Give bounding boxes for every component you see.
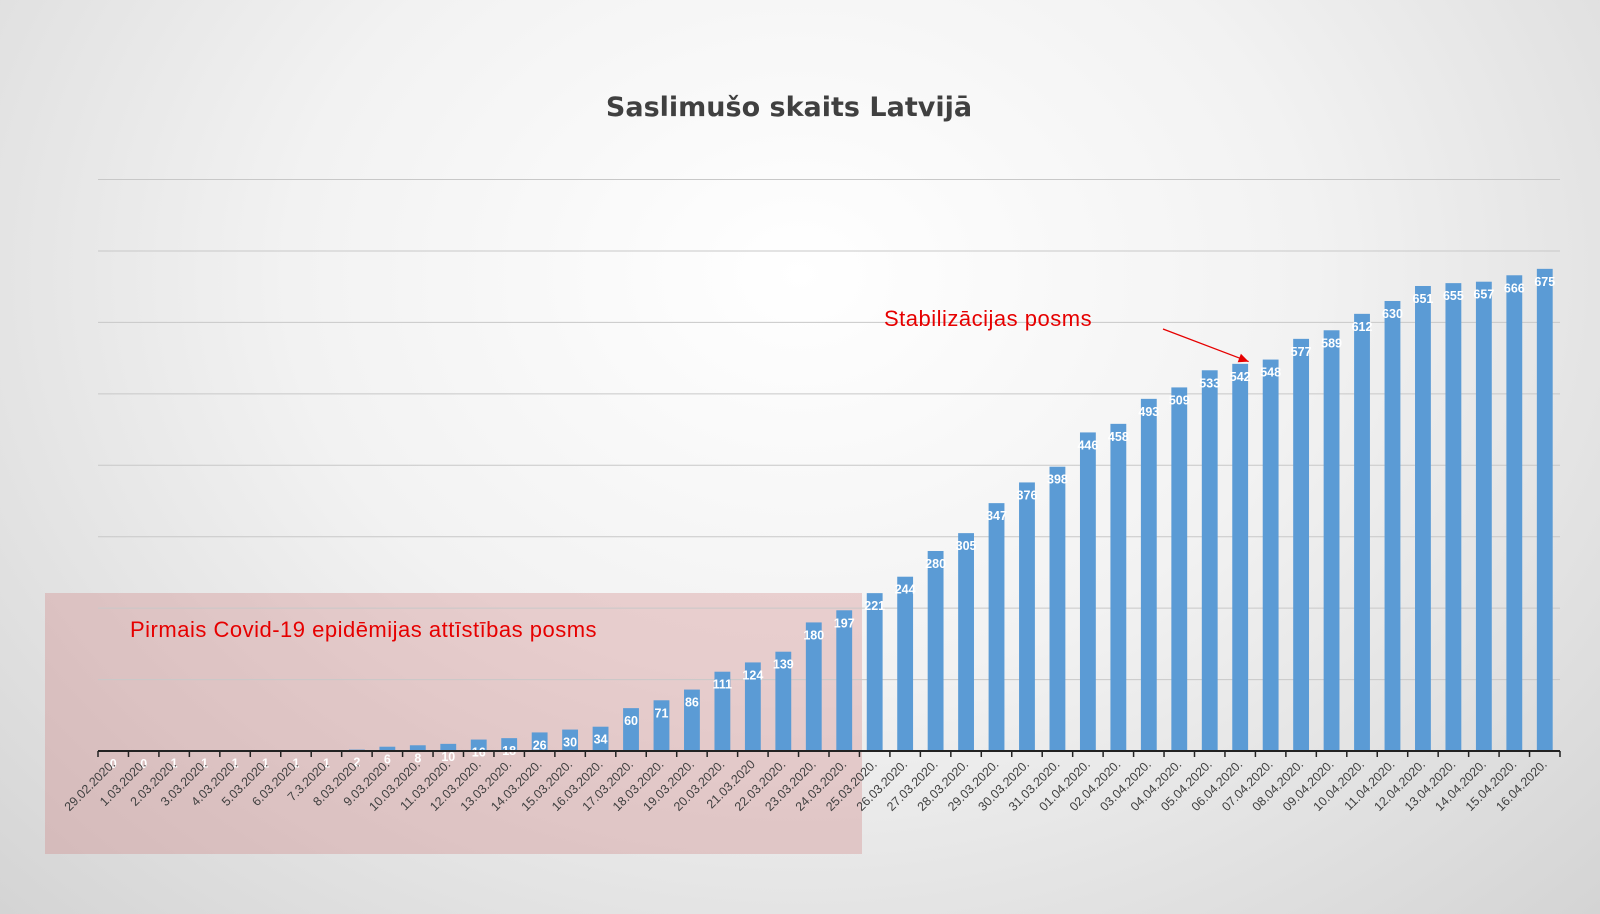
bar xyxy=(1232,363,1249,751)
bar xyxy=(440,743,457,751)
data-label: 244 xyxy=(895,583,916,597)
bar xyxy=(379,746,396,751)
stabilization-label: Stabilizācijas posms xyxy=(884,306,1093,331)
bar xyxy=(1506,275,1523,751)
annotation-arrow xyxy=(1162,328,1249,363)
data-label: 1 xyxy=(232,756,239,770)
bar xyxy=(1536,268,1553,751)
data-label: 16 xyxy=(472,746,486,760)
bar xyxy=(1354,313,1370,751)
bar xyxy=(988,503,1005,751)
data-label: 493 xyxy=(1138,405,1159,419)
bar xyxy=(653,700,670,751)
bar xyxy=(897,576,914,751)
bar xyxy=(501,738,518,751)
data-label: 26 xyxy=(533,738,547,752)
first-phase-label: Pirmais Covid-19 epidēmijas attīstības p… xyxy=(130,617,598,642)
data-label: 0 xyxy=(110,757,117,771)
data-label: 612 xyxy=(1352,320,1373,334)
data-label: 1 xyxy=(262,756,269,770)
data-label: 10 xyxy=(441,750,455,764)
data-label: 8 xyxy=(414,751,421,765)
data-label: 1 xyxy=(201,756,208,770)
data-label: 675 xyxy=(1534,275,1555,289)
data-label: 34 xyxy=(594,733,608,747)
bar xyxy=(1262,359,1279,751)
data-label: 589 xyxy=(1321,336,1342,350)
bar xyxy=(775,651,792,751)
bar xyxy=(562,729,579,751)
bar xyxy=(470,739,487,751)
data-label: 0 xyxy=(140,757,147,771)
data-label: 1 xyxy=(293,756,300,770)
bar xyxy=(531,732,548,751)
bar xyxy=(836,610,853,751)
data-label: 30 xyxy=(563,736,577,750)
bar xyxy=(866,593,883,751)
bar xyxy=(1293,338,1310,751)
data-label: 577 xyxy=(1291,345,1312,359)
bar xyxy=(1323,330,1340,751)
bar xyxy=(1110,423,1127,751)
data-label: 6 xyxy=(384,753,391,767)
bar xyxy=(1019,482,1035,751)
data-label: 111 xyxy=(713,678,733,692)
bar xyxy=(1475,281,1492,751)
data-label: 458 xyxy=(1108,430,1129,444)
chart-title: Saslimušo skaits Latvijā xyxy=(605,92,973,123)
data-label: 71 xyxy=(655,706,669,720)
data-label: 666 xyxy=(1504,281,1525,295)
data-label: 280 xyxy=(925,557,946,571)
bar xyxy=(1384,300,1401,751)
bar xyxy=(1201,370,1218,751)
bar xyxy=(714,671,731,751)
data-label: 2 xyxy=(353,756,360,770)
data-label: 305 xyxy=(956,539,977,553)
data-label: 1 xyxy=(323,756,330,770)
data-label: 347 xyxy=(986,509,1007,523)
data-label: 509 xyxy=(1169,393,1190,407)
data-label: 657 xyxy=(1473,288,1494,302)
data-label: 221 xyxy=(864,599,885,613)
data-label: 180 xyxy=(803,628,824,642)
data-label: 197 xyxy=(834,616,855,630)
annotation-arrowhead xyxy=(1237,353,1249,363)
bar xyxy=(805,622,822,751)
data-label: 139 xyxy=(773,658,794,672)
bar xyxy=(409,745,426,751)
data-label: 398 xyxy=(1047,473,1068,487)
data-label: 542 xyxy=(1230,370,1251,384)
data-label: 630 xyxy=(1382,307,1403,321)
bar xyxy=(1049,466,1066,751)
data-label: 86 xyxy=(685,696,699,710)
bar xyxy=(1140,398,1157,751)
bar xyxy=(623,708,639,751)
data-label: 1 xyxy=(171,756,178,770)
data-label: 60 xyxy=(624,714,638,728)
data-label: 124 xyxy=(742,668,763,682)
bar xyxy=(684,689,700,751)
data-label: 655 xyxy=(1443,289,1464,303)
data-label: 446 xyxy=(1077,438,1098,452)
bar xyxy=(592,726,609,751)
data-label: 533 xyxy=(1199,376,1220,390)
bar xyxy=(744,662,761,751)
data-label: 651 xyxy=(1413,292,1434,306)
bar xyxy=(1415,285,1431,751)
data-label: 376 xyxy=(1017,488,1038,502)
bar xyxy=(1171,387,1188,751)
bar xyxy=(1445,283,1462,751)
data-label: 548 xyxy=(1260,366,1281,380)
bar xyxy=(958,533,974,751)
bar xyxy=(1079,432,1096,751)
bar xyxy=(927,550,944,751)
